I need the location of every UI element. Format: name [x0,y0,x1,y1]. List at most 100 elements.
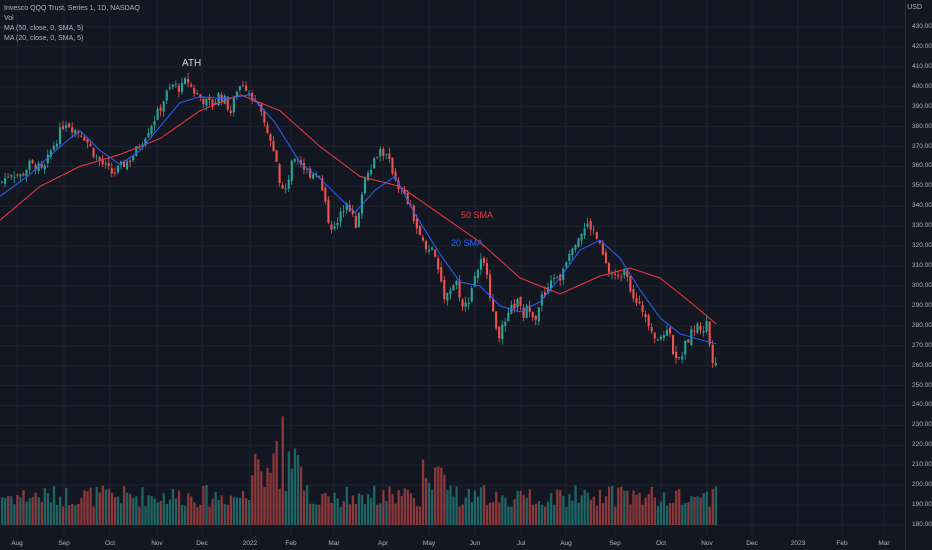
candle-body [412,205,415,221]
volume-bar [327,496,330,525]
candle-body [580,234,583,241]
time-tick: Nov [701,540,713,547]
volume-bar [611,485,614,525]
volume-bar [49,502,53,525]
candle-body [318,175,321,178]
candle-body [278,164,281,184]
volume-bar [443,474,446,525]
time-tick: Apr [377,540,389,547]
candle-body [696,323,699,333]
candle-body [589,221,592,230]
volume-bar [223,503,226,525]
volume-bar [31,497,34,525]
candle-body [571,248,574,256]
volume-bar [489,502,492,525]
volume-bar [385,500,388,525]
candle-body [1,181,4,183]
volume-bar [52,485,56,525]
volume-bar [553,504,556,525]
candle-body [702,331,705,333]
candle-body [467,302,470,305]
price-tick: 400.00 [912,82,932,90]
volume-bar [403,488,406,525]
candle-body [476,269,479,279]
volume-bar [440,467,443,525]
candle-body [89,143,92,147]
candle-body [269,134,272,141]
volume-bar [153,498,156,525]
candle-body [513,303,516,309]
volume-bar [95,487,98,525]
price-tick: 200.00 [912,481,932,489]
volume-bar [668,502,672,525]
legend-ma50[interactable]: MA (50, close, 0, SMA, 5) [4,25,84,32]
candle-body [336,222,339,226]
candle-body [635,298,638,303]
price-tick: 330.00 [912,222,932,230]
candle-body [184,78,187,84]
volume-bar [229,495,233,525]
volume-bar [296,454,300,525]
volume-bar [412,497,416,525]
volume-bar [534,503,538,525]
candle-body [31,159,34,163]
candle-body [568,253,571,261]
candle-body [638,301,641,304]
volume-bar [275,441,278,525]
volume-bar [199,504,202,525]
volume-bar [690,496,693,525]
candle-body [678,357,681,358]
candle-body [482,257,485,263]
candle-body [409,204,412,206]
volume-bar [263,487,266,525]
price-tick: 300.00 [912,281,932,289]
candle-body [531,312,534,318]
price-tick: 340.00 [912,202,932,210]
candle-body [614,273,617,275]
candle-body [516,299,519,308]
legend-title[interactable]: Invesco QQQ Trust, Series 1, 1D, NASDAQ [4,5,140,12]
candle-body [543,292,546,296]
candle-body [485,263,489,275]
price-tick: 180.00 [912,521,932,528]
volume-bar [68,505,71,525]
time-tick: Dec [196,540,208,547]
price-tick: 310.00 [912,262,932,270]
candle-body [339,211,342,222]
volume-bar [162,493,165,525]
volume-bar [34,492,37,525]
legend-ma20[interactable]: MA (20, close, 0, SMA, 5) [4,35,84,42]
volume-bar [702,493,705,525]
candle-body [312,174,315,179]
volume-bar [571,500,574,525]
volume-bar [165,504,168,525]
candle-body [452,285,455,291]
volume-bar [363,504,367,525]
volume-bar [687,502,690,525]
volume-bar [418,506,422,525]
candle-body [180,82,184,93]
volume-bar [257,459,260,525]
time-tick: Jun [469,540,481,547]
volume-bar [1,497,4,525]
candle-body [431,247,434,250]
volume-bar [461,504,464,525]
volume-bar [104,489,107,525]
price-tick: 230.00 [912,421,932,429]
volume-bar [595,505,599,525]
volume-bar [693,497,696,525]
volume-bar [4,497,7,525]
candle-body [464,302,467,307]
volume-bar [129,493,132,525]
legend-vol[interactable]: Vol [4,15,14,22]
candle-body [626,269,629,278]
candle-body [537,307,540,322]
candle-body [116,165,119,173]
candle-body [611,273,614,275]
candle-body [306,168,309,170]
volume-bar [37,497,40,525]
candle-body [245,85,248,91]
time-tick: 2023 [790,540,806,547]
candle-body [147,132,150,138]
